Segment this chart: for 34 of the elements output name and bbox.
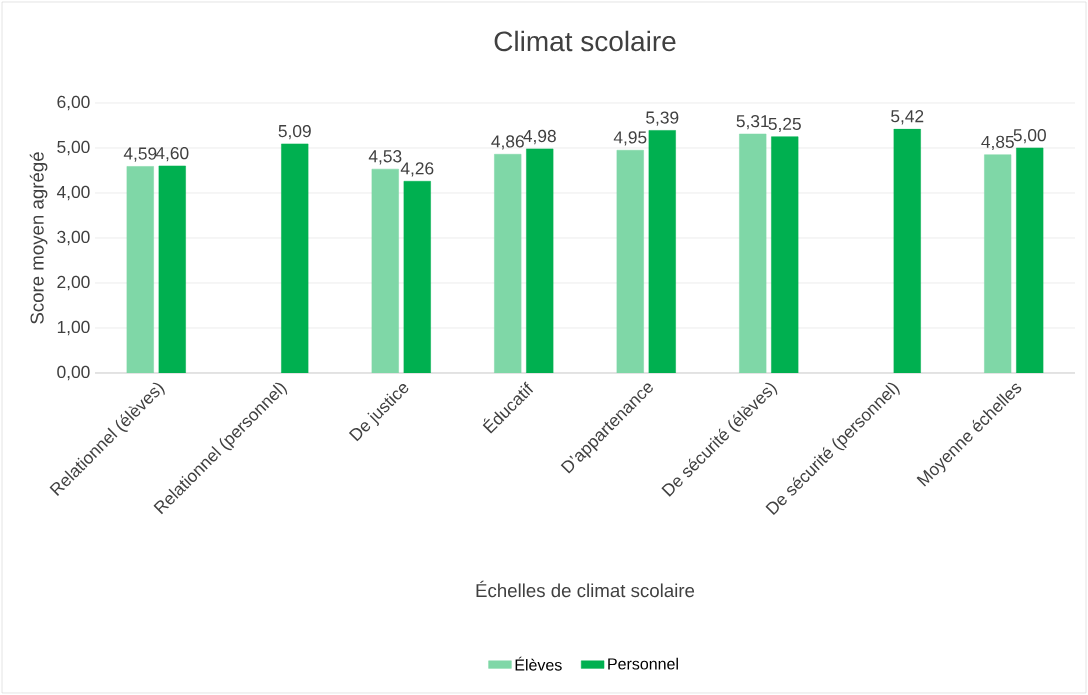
data-label: 5,09: [278, 124, 311, 140]
data-label: 5,00: [1013, 128, 1046, 144]
data-label: 4,53: [368, 150, 402, 165]
data-label: 4,60: [155, 146, 189, 162]
data-label: 5,31: [736, 115, 769, 130]
legend-label: Élèves: [515, 656, 562, 671]
bar: [281, 143, 309, 373]
data-label: 5,39: [646, 111, 679, 126]
y-tick-label: 5,00: [57, 140, 90, 156]
y-axis-title: Score moyen agrégé: [29, 152, 48, 324]
y-tick-label: 0,00: [57, 365, 90, 381]
y-tick-label: 4,00: [56, 185, 90, 201]
data-label: 5,42: [891, 110, 924, 125]
bar: [771, 136, 799, 373]
data-label: 4,26: [400, 162, 434, 177]
data-label: 4,98: [523, 129, 556, 145]
bar: [1016, 147, 1044, 373]
data-label: 5,25: [768, 117, 801, 133]
data-label: 4,86: [491, 135, 524, 150]
chart-title: Climat scolaire: [494, 30, 676, 52]
data-label: 4,95: [613, 131, 647, 146]
bar: [893, 128, 921, 373]
bar: [648, 130, 676, 373]
y-tick-label: 2,00: [57, 275, 90, 291]
data-label: 4,59: [123, 147, 157, 162]
y-tick-label: 1,00: [57, 320, 90, 336]
x-axis-title: Échelles de climat scolaire: [476, 580, 695, 598]
bar: [526, 148, 554, 373]
y-tick-label: 3,00: [57, 230, 90, 246]
bar: [403, 181, 431, 373]
y-tick-label: 6,00: [57, 95, 90, 111]
legend-label: Personnel: [608, 657, 678, 670]
data-label: 4,85: [981, 135, 1014, 151]
bar: [158, 165, 186, 373]
